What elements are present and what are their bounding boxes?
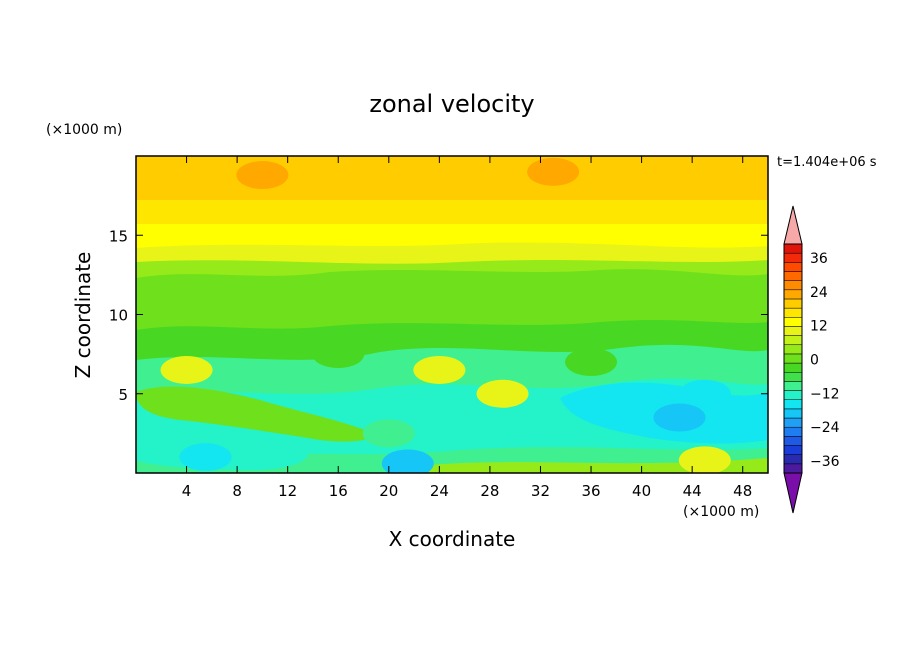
x-tick-label: 4 — [182, 482, 192, 500]
colorbar-bin — [783, 399, 803, 410]
colorbar-bin — [783, 381, 803, 391]
y-tick-label: 5 — [118, 386, 128, 404]
field-band — [136, 269, 768, 335]
colorbar-tick-label: 12 — [810, 319, 828, 335]
colorbar-bin — [783, 417, 803, 428]
y-units-label: (×1000 m) — [46, 122, 122, 138]
x-tick-label: 48 — [733, 482, 752, 500]
colorbar-tick-label: 24 — [810, 285, 828, 301]
x-tick-label: 20 — [379, 482, 398, 500]
colorbar-bin — [783, 262, 803, 272]
colorbar-extend-high — [783, 205, 803, 245]
colorbar-bin — [783, 280, 803, 291]
field-band — [420, 458, 768, 473]
field-region — [362, 419, 415, 448]
colorbar-bin — [783, 426, 803, 437]
chart-title: zonal velocity — [369, 90, 534, 118]
field-region — [489, 292, 542, 321]
colorbar-bin — [783, 344, 803, 355]
field-band — [136, 386, 372, 442]
y-tick-label: 15 — [109, 227, 128, 245]
x-tick-label: 24 — [430, 482, 449, 500]
colorbar-bin — [783, 289, 803, 300]
field-region — [179, 443, 232, 472]
colorbar-bin — [783, 362, 803, 373]
x-tick-label: 16 — [329, 482, 348, 500]
colorbar: 36 24 12 0 −12 −24 −36 — [783, 205, 840, 514]
colorbar-bin — [783, 317, 803, 327]
field-region — [565, 348, 618, 377]
colorbar-frame — [783, 243, 803, 474]
x-tick-label: 12 — [278, 482, 297, 500]
colorbar-bin — [783, 353, 803, 364]
field-region — [653, 403, 706, 432]
field-region — [236, 161, 289, 190]
y-tick-label: 10 — [109, 307, 128, 325]
colorbar-bin — [783, 463, 803, 474]
colorbar-bin — [783, 326, 803, 336]
colorbar-extend-low — [783, 472, 803, 514]
colorbar-bin — [783, 252, 803, 263]
anomaly-regions — [160, 157, 731, 473]
x-ticks: 4 8 12 16 20 24 28 32 36 40 44 48 — [182, 156, 752, 500]
colorbar-tick-label: 0 — [810, 353, 819, 369]
x-tick-label: 28 — [480, 482, 499, 500]
field-band — [136, 156, 768, 206]
colorbar-tick-label: −36 — [810, 454, 840, 470]
colorbar-bin — [783, 271, 803, 281]
colorbar-bin — [783, 335, 803, 346]
y-axis-label: Z coordinate — [71, 252, 95, 379]
x-units-label: (×1000 m) — [683, 504, 759, 520]
colorbar-tick-label: −12 — [810, 386, 840, 402]
field-region — [476, 379, 529, 408]
x-tick-label: 44 — [683, 482, 702, 500]
colorbar-bin — [783, 307, 803, 318]
x-tick-label: 8 — [232, 482, 242, 500]
field-region — [413, 355, 466, 384]
time-label: t=1.404e+06 s — [777, 155, 877, 170]
x-tick-label: 32 — [531, 482, 550, 500]
x-axis-label: X coordinate — [389, 527, 516, 551]
field-region — [678, 446, 731, 473]
colorbar-tick-label: 36 — [810, 251, 828, 267]
colorbar-bin — [783, 390, 803, 400]
x-tick-label: 40 — [632, 482, 651, 500]
colorbar-bin — [783, 243, 803, 254]
colorbar-bin — [783, 298, 803, 309]
colorbar-bin — [783, 408, 803, 419]
field-region — [527, 157, 580, 186]
velocity-field — [136, 156, 768, 473]
field-region — [381, 449, 434, 473]
colorbar-bin — [783, 436, 803, 446]
x-tick-label: 36 — [581, 482, 600, 500]
field-region — [312, 340, 365, 369]
y-ticks: 5 10 15 — [109, 227, 768, 404]
field-region — [678, 379, 731, 408]
colorbar-bin — [783, 454, 803, 465]
field-region — [160, 355, 213, 384]
colorbar-bin — [783, 371, 803, 382]
colorbar-bin — [783, 445, 803, 455]
colorbar-tick-label: −24 — [810, 420, 840, 436]
